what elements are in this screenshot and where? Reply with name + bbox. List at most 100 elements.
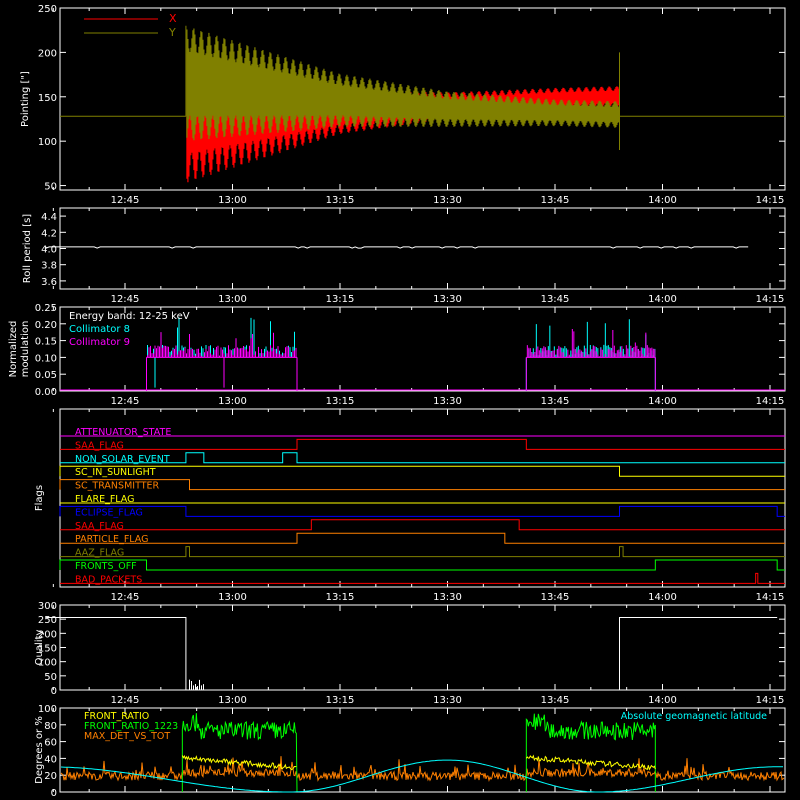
x-tick-label: 14:15 xyxy=(756,695,785,706)
x-tick-label: 14:15 xyxy=(756,592,785,603)
legend-label-x: X xyxy=(169,12,177,25)
x-tick-label: 13:45 xyxy=(541,195,570,206)
flag-label: AAZ_FLAG xyxy=(75,548,124,559)
y-tick-label: 20 xyxy=(44,771,57,782)
legend-label-y: Y xyxy=(168,26,176,39)
collimator-8-series xyxy=(146,317,298,391)
flag-line xyxy=(59,505,785,517)
x-tick-label: 14:00 xyxy=(648,695,677,706)
flag-label: SC_TRANSMITTER xyxy=(75,481,160,492)
x-tick-label: 13:30 xyxy=(433,294,462,305)
y-tick-label: 0.10 xyxy=(35,353,57,364)
x-tick-label: 14:15 xyxy=(756,195,785,206)
x-tick-label: 13:30 xyxy=(433,195,462,206)
y-tick-label: 50 xyxy=(44,672,57,683)
flag-label: SAA_FLAG xyxy=(75,521,124,532)
quality-spikes xyxy=(189,679,204,690)
y-tick-label: 200 xyxy=(38,629,57,640)
x-tick-label: 13:30 xyxy=(433,695,462,706)
flag-label: NON_SOLAR_EVENT xyxy=(75,454,170,465)
legend-label-front-ratio-1223: FRONT_RATIO_1223 xyxy=(84,721,178,732)
x-tick-label: 14:15 xyxy=(756,396,785,407)
legend-label-latitude: Absolute geomagnetic latitude xyxy=(621,711,767,722)
x-tick-label: 13:30 xyxy=(433,592,462,603)
y-tick-label: 0.25 xyxy=(35,303,57,314)
y-tick-label: 4.4 xyxy=(41,212,57,223)
y-axis-label: Pointing ["] xyxy=(20,71,31,127)
legend-label-front-ratio: FRONT_RATIO xyxy=(84,711,149,722)
front-ratio-series xyxy=(525,754,656,771)
y-tick-label: 150 xyxy=(38,93,57,104)
y-tick-label: 0 xyxy=(51,686,57,697)
y-axis-label: modulation xyxy=(20,321,31,378)
x-tick-label: 13:30 xyxy=(433,396,462,407)
y-tick-label: 40 xyxy=(44,754,57,765)
y-tick-label: 4.0 xyxy=(41,245,57,256)
x-tick-label: 12:45 xyxy=(111,294,140,305)
x-tick-label: 14:00 xyxy=(648,592,677,603)
x-tick-label: 14:00 xyxy=(648,294,677,305)
y-tick-label: 0.05 xyxy=(35,370,57,381)
x-tick-label: 12:45 xyxy=(111,695,140,706)
y-tick-label: 50 xyxy=(44,182,57,193)
front-ratio-series xyxy=(181,754,297,771)
y-tick-label: 200 xyxy=(38,48,57,59)
flag-line xyxy=(60,532,785,544)
x-tick-label: 13:15 xyxy=(326,396,355,407)
y-tick-label: 0.20 xyxy=(35,320,57,331)
flag-line xyxy=(60,546,785,558)
flag-label: ATTENUATOR_STATE xyxy=(75,427,171,438)
x-tick-label: 14:15 xyxy=(756,294,785,305)
y-tick-label: 150 xyxy=(38,644,57,655)
x-tick-label: 13:45 xyxy=(541,294,570,305)
panel-frame-ratio xyxy=(59,707,786,793)
y-tick-label: 0.00 xyxy=(35,387,57,398)
y-tick-label: 60 xyxy=(44,738,57,749)
x-tick-label: 13:00 xyxy=(218,695,247,706)
max-det-vs-tot-series xyxy=(60,756,785,783)
panel-frame-modulation xyxy=(59,306,786,392)
x-tick-label: 13:00 xyxy=(218,396,247,407)
x-tick-label: 12:45 xyxy=(111,195,140,206)
y-tick-label: 3.8 xyxy=(41,261,57,272)
y-tick-label: 250 xyxy=(38,4,57,15)
y-pointing-series xyxy=(186,28,620,141)
flag-line xyxy=(60,572,785,584)
y-axis-label: Quality xyxy=(34,630,45,666)
flag-label: SAA_FLAG xyxy=(75,440,124,451)
x-tick-label: 14:00 xyxy=(648,396,677,407)
flag-line xyxy=(59,479,785,491)
x-tick-label: 13:15 xyxy=(326,695,355,706)
flag-label: PARTICLE_FLAG xyxy=(75,534,148,545)
panel-frame-flags xyxy=(59,408,786,588)
flag-label: FRONTS_OFF xyxy=(75,561,137,572)
y-axis-label: Flags xyxy=(34,485,45,511)
y-tick-label: 100 xyxy=(38,704,57,715)
x-tick-label: 13:15 xyxy=(326,195,355,206)
y-axis-label: Degrees or % xyxy=(34,716,45,784)
x-tick-label: 14:00 xyxy=(648,195,677,206)
flag-label: SC_IN_SUNLIGHT xyxy=(75,467,156,478)
y-tick-label: 100 xyxy=(38,658,57,669)
quality-series xyxy=(46,616,778,691)
y-tick-label: 80 xyxy=(44,721,57,732)
x-tick-label: 13:15 xyxy=(326,294,355,305)
flag-line xyxy=(60,519,785,531)
x-tick-label: 13:45 xyxy=(541,695,570,706)
geomagnetic-latitude-series xyxy=(60,759,783,793)
collimator-9-series xyxy=(146,332,298,391)
y-tick-label: 250 xyxy=(38,615,57,626)
x-tick-label: 12:45 xyxy=(111,592,140,603)
collimator-9-series xyxy=(525,329,656,391)
roll-period-series xyxy=(45,246,749,249)
x-tick-label: 13:00 xyxy=(218,195,247,206)
legend-label-collimator-9: Collimator 9 xyxy=(69,337,130,348)
legend-label-max-det: MAX_DET_VS_TOT xyxy=(84,731,170,742)
flag-line xyxy=(60,438,785,450)
y-tick-label: 4.2 xyxy=(41,228,57,239)
legend-label-energy: Energy band: 12-25 keV xyxy=(69,311,190,322)
x-tick-label: 13:00 xyxy=(218,294,247,305)
flag-label: FLARE_FLAG xyxy=(75,494,135,505)
flag-label: ECLIPSE_FLAG xyxy=(75,507,143,518)
